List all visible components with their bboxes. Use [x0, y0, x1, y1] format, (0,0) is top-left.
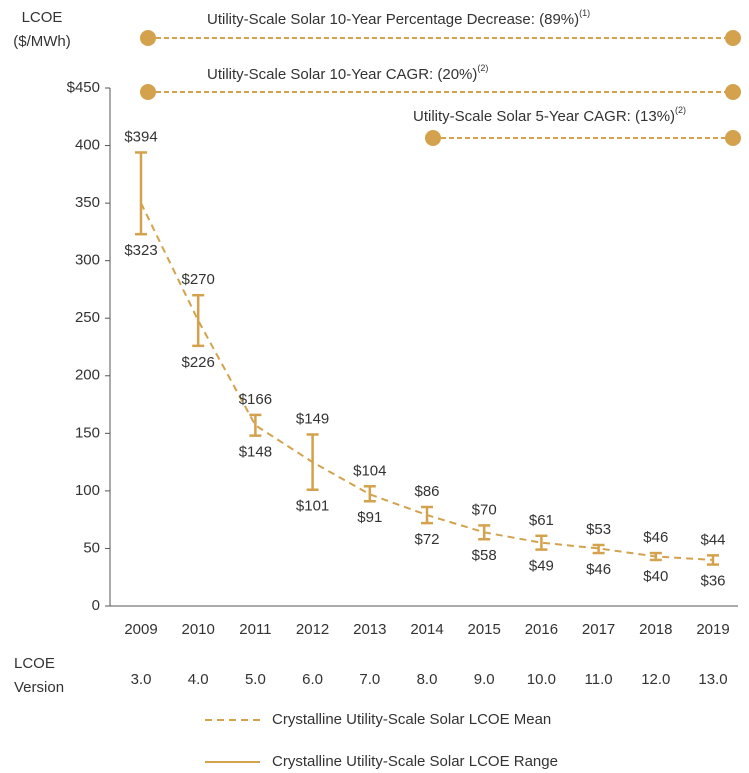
annotation-dot	[725, 84, 741, 100]
row-value: 13.0	[698, 671, 727, 688]
row-value: 11.0	[585, 671, 613, 688]
y-tick-label: $450	[67, 79, 100, 96]
low-label: $49	[529, 558, 554, 575]
low-label: $91	[357, 509, 382, 526]
legend-label: Crystalline Utility-Scale Solar LCOE Ran…	[272, 753, 558, 770]
row-value: 4.0	[188, 671, 209, 688]
annotation-dot	[140, 84, 156, 100]
low-label: $148	[239, 444, 272, 461]
x-tick-label: 2018	[639, 621, 672, 638]
y-tick-label: 0	[92, 597, 100, 614]
annotation: Utility-Scale Solar 10-Year Percentage D…	[207, 8, 590, 28]
x-tick-label: 2013	[353, 621, 386, 638]
annotation: Utility-Scale Solar 10-Year CAGR: (20%)(…	[207, 63, 488, 83]
x-tick-label: 2019	[696, 621, 729, 638]
x-tick-label: 2017	[582, 621, 615, 638]
annotation-dot	[140, 30, 156, 46]
x-tick-label: 2015	[468, 621, 501, 638]
high-label: $394	[124, 128, 157, 145]
row-value: 8.0	[417, 671, 438, 688]
annotation-dot	[725, 30, 741, 46]
x-tick-label: 2009	[124, 621, 157, 638]
row-value: 7.0	[359, 671, 380, 688]
y-tick-label: 150	[75, 424, 100, 441]
y-tick-label: 100	[75, 482, 100, 499]
low-label: $226	[182, 354, 215, 371]
y-tick-label: 200	[75, 367, 100, 384]
low-label: $101	[296, 498, 329, 515]
row-label: LCOE	[14, 655, 55, 672]
annotation-dot	[425, 130, 441, 146]
x-tick-label: 2010	[182, 621, 215, 638]
high-label: $86	[414, 483, 439, 500]
low-label: $72	[414, 531, 439, 548]
annotation-text: Utility-Scale Solar 10-Year Percentage D…	[207, 11, 579, 28]
row-value: 12.0	[641, 671, 670, 688]
row-value: 5.0	[245, 671, 266, 688]
high-label: $166	[239, 391, 272, 408]
annotation-sup: (1)	[579, 8, 590, 18]
row-value: 10.0	[527, 671, 556, 688]
x-tick-label: 2014	[410, 621, 443, 638]
low-label: $40	[643, 568, 668, 585]
high-label: $61	[529, 512, 554, 529]
y-tick-label: 50	[83, 539, 100, 556]
y-axis-label: ($/MWh)	[13, 33, 71, 50]
high-label: $44	[700, 531, 725, 548]
y-tick-label: 300	[75, 252, 100, 269]
high-label: $53	[586, 521, 611, 538]
high-label: $270	[182, 271, 215, 288]
x-tick-label: 2016	[525, 621, 558, 638]
low-label: $323	[124, 242, 157, 259]
x-tick-label: 2011	[239, 621, 271, 638]
x-tick-label: 2012	[296, 621, 329, 638]
high-label: $149	[296, 410, 329, 427]
annotation: Utility-Scale Solar 5-Year CAGR: (13%)(2…	[413, 105, 686, 125]
y-tick-label: 350	[75, 194, 100, 211]
row-value: 6.0	[302, 671, 323, 688]
y-axis-label: LCOE	[22, 9, 63, 26]
y-tick-label: 250	[75, 309, 100, 326]
row-value: 3.0	[131, 671, 152, 688]
high-label: $46	[643, 529, 668, 546]
legend-label: Crystalline Utility-Scale Solar LCOE Mea…	[272, 711, 551, 728]
annotation-sup: (2)	[477, 63, 488, 73]
annotation-text: Utility-Scale Solar 5-Year CAGR: (13%)	[413, 108, 675, 125]
low-label: $36	[700, 573, 725, 590]
high-label: $104	[353, 462, 386, 479]
row-label: Version	[14, 679, 64, 696]
annotation-text: Utility-Scale Solar 10-Year CAGR: (20%)	[207, 66, 477, 83]
annotation-dot	[725, 130, 741, 146]
y-tick-label: 400	[75, 137, 100, 154]
low-label: $46	[586, 561, 611, 578]
high-label: $70	[472, 501, 497, 518]
annotation-sup: (2)	[675, 105, 686, 115]
low-label: $58	[472, 547, 497, 564]
row-value: 9.0	[474, 671, 495, 688]
